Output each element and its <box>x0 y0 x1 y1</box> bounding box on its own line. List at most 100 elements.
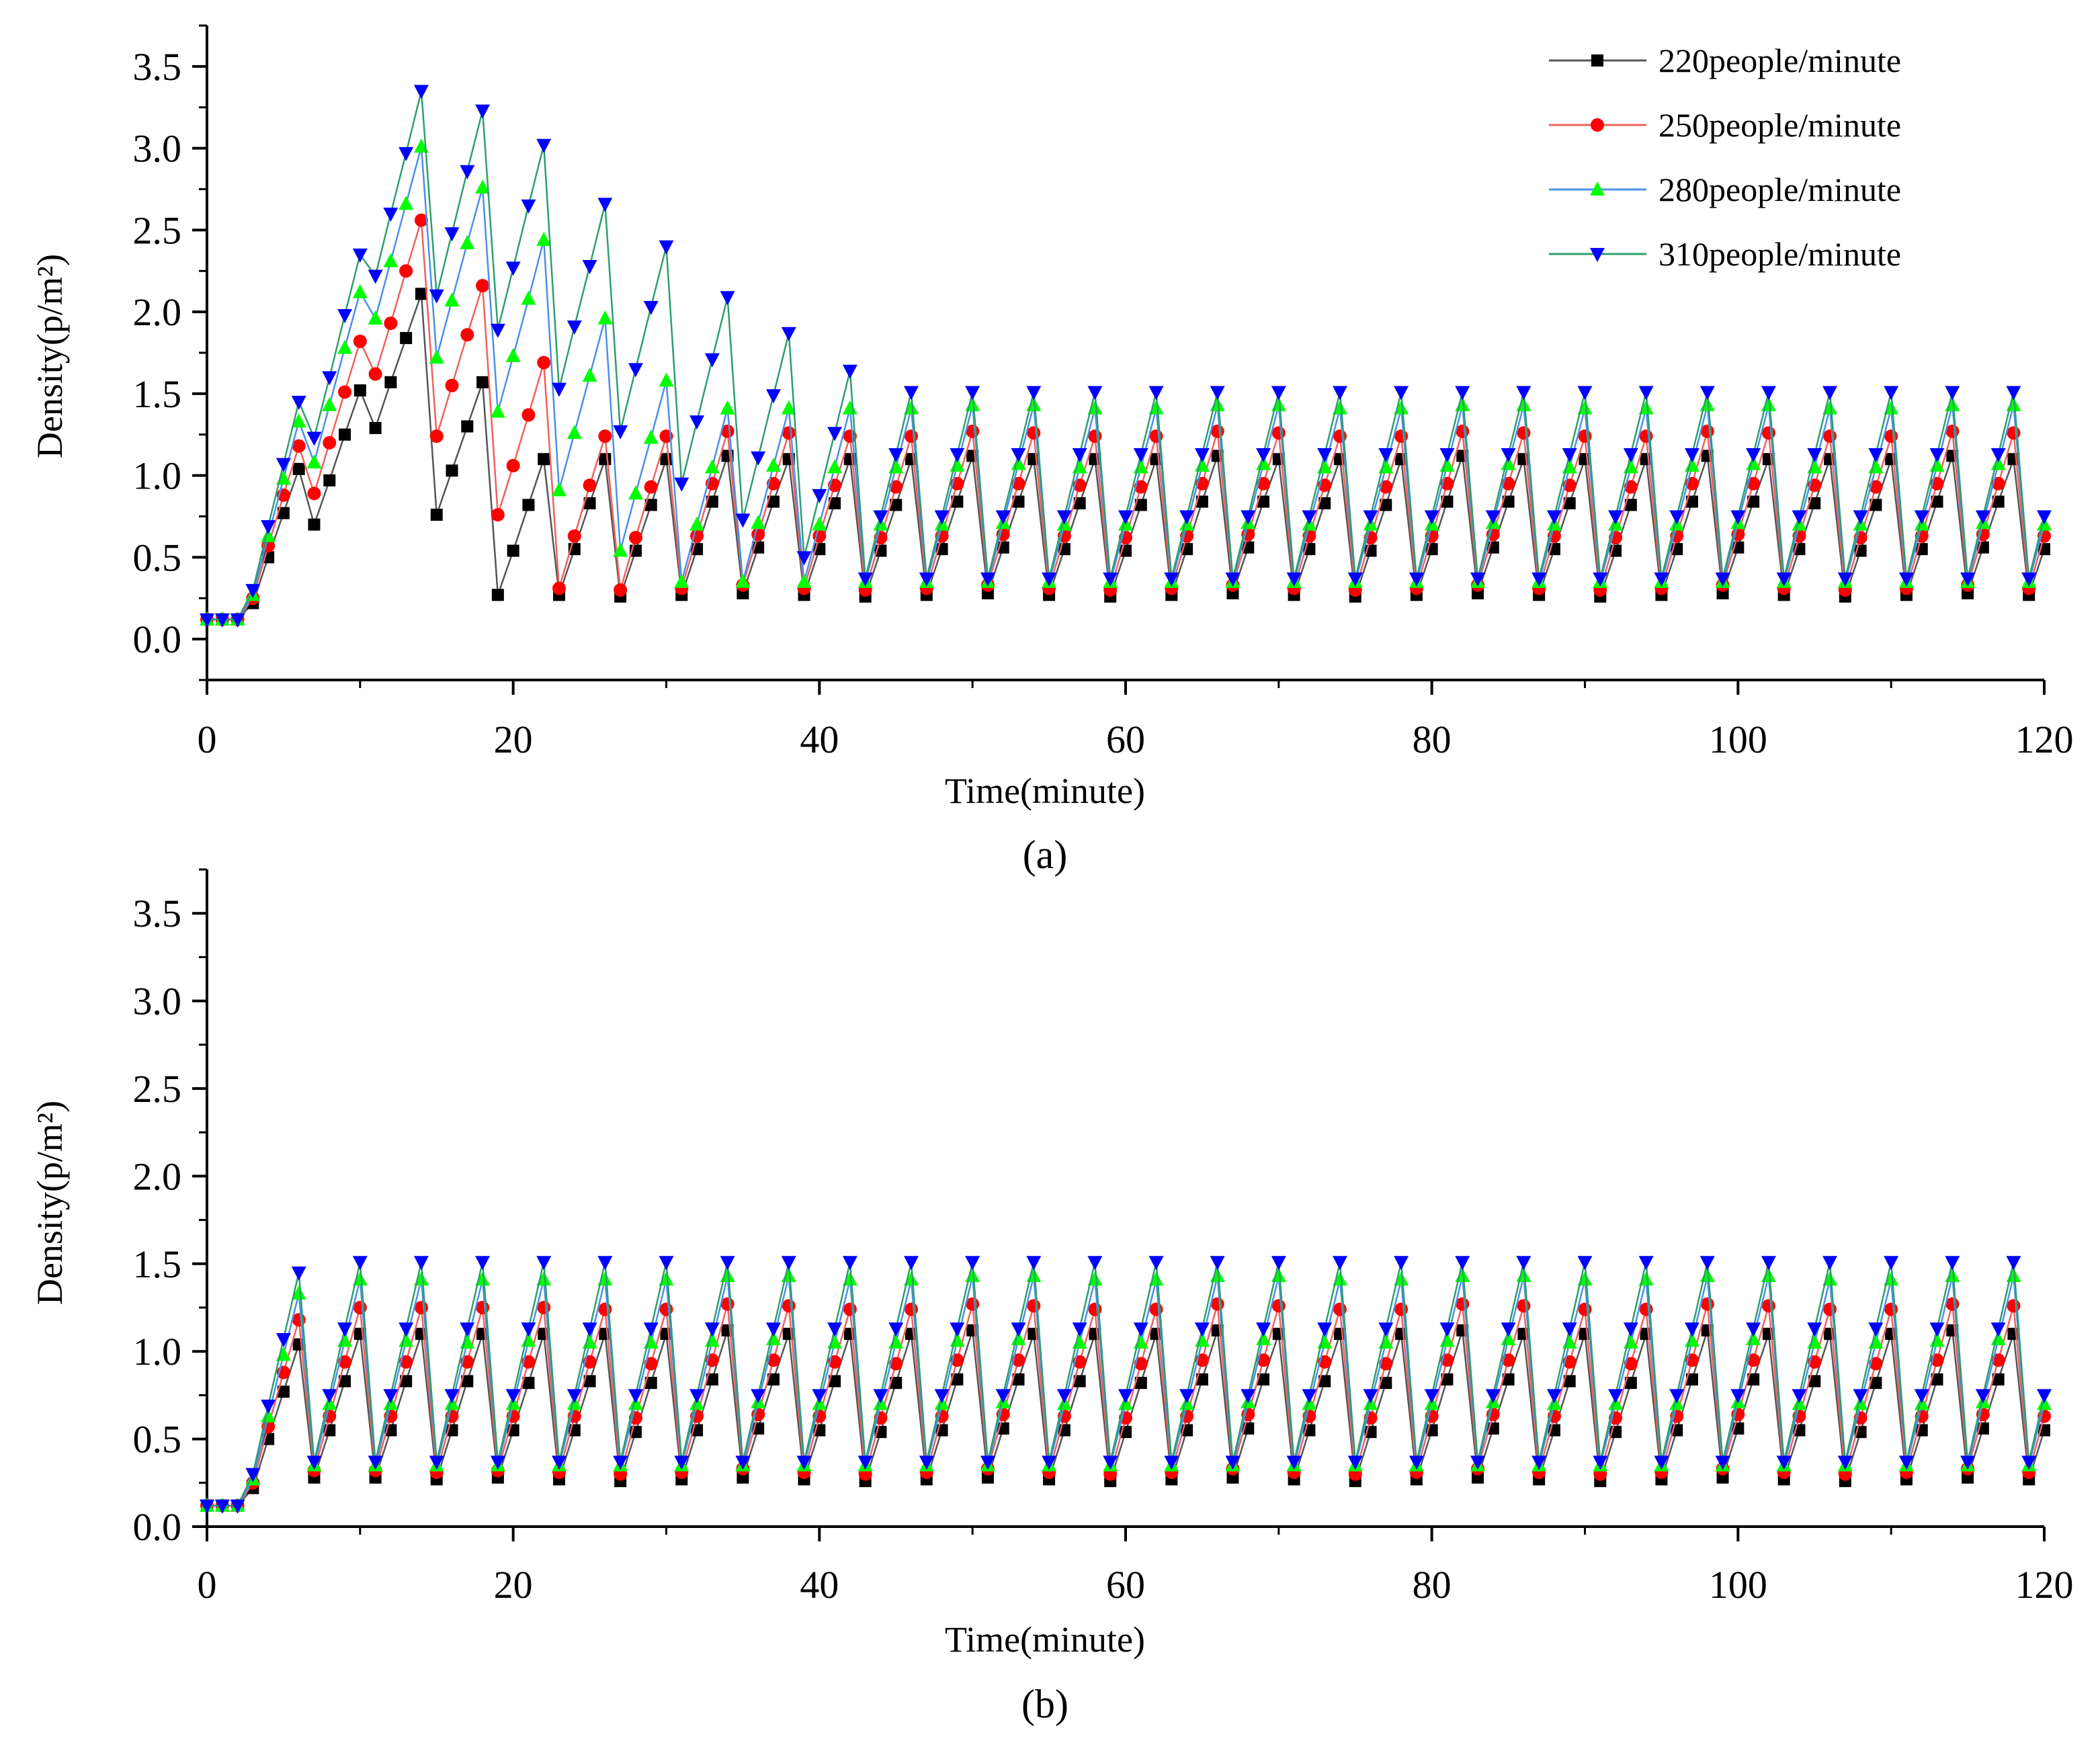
data-point <box>1470 572 1486 587</box>
data-point <box>1302 510 1317 525</box>
data-point <box>613 1455 628 1470</box>
data-point <box>306 431 322 446</box>
legend-item: 310people/minute <box>1549 235 1901 273</box>
data-point <box>904 386 919 400</box>
data-point <box>888 448 904 462</box>
data-point <box>796 1455 812 1470</box>
data-point <box>689 415 705 430</box>
legend-item: 280people/minute <box>1549 171 1901 208</box>
legend-label: 280people/minute <box>1658 171 1901 208</box>
data-point <box>1638 1271 1654 1286</box>
data-point <box>1317 1322 1333 1337</box>
data-point <box>613 425 628 439</box>
data-point <box>1103 572 1118 587</box>
data-point <box>704 353 720 368</box>
data-point <box>1118 1389 1133 1404</box>
data-point <box>597 310 613 325</box>
data-point <box>415 288 427 300</box>
data-point <box>1975 510 1990 525</box>
data-point <box>1257 1373 1270 1386</box>
data-point <box>1210 386 1225 400</box>
data-point <box>1869 1357 1883 1371</box>
data-point <box>505 347 521 362</box>
data-point <box>1195 1373 1208 1386</box>
data-point <box>352 248 368 263</box>
data-point <box>476 279 490 293</box>
y-tick-label: 3.5 <box>133 892 182 935</box>
data-point <box>659 1256 674 1271</box>
data-point <box>1822 1271 1838 1286</box>
data-point <box>1501 448 1516 462</box>
y-tick-label: 1.0 <box>133 1330 182 1373</box>
data-point <box>1241 1389 1256 1404</box>
data-point <box>400 1375 413 1388</box>
data-point <box>597 1271 613 1286</box>
data-point <box>781 327 796 341</box>
data-point <box>889 1357 903 1371</box>
data-point <box>1654 1455 1669 1470</box>
data-point <box>919 572 934 587</box>
y-axis-title: Density(p/m²) <box>30 254 70 458</box>
data-point <box>1134 499 1147 511</box>
y-tick-label: 0.5 <box>133 1418 182 1461</box>
data-point <box>857 1455 873 1470</box>
data-point <box>857 572 873 587</box>
y-tick-label: 1.5 <box>133 1242 182 1286</box>
data-point <box>521 1322 536 1337</box>
data-point <box>980 572 995 587</box>
data-point <box>1027 1299 1041 1313</box>
data-point <box>582 368 597 382</box>
data-point <box>292 439 306 453</box>
series-310people/minute <box>200 1256 2052 1514</box>
data-point <box>890 499 902 511</box>
data-point <box>1441 1373 1454 1386</box>
data-point <box>1455 1256 1470 1271</box>
data-point <box>796 573 812 588</box>
data-point <box>1562 448 1577 462</box>
data-point <box>659 240 674 255</box>
data-point <box>1194 448 1210 462</box>
data-point <box>1747 476 1761 491</box>
data-point <box>368 310 383 325</box>
data-point <box>383 1389 398 1404</box>
data-point <box>720 291 735 306</box>
data-point <box>200 613 214 628</box>
data-point <box>704 459 720 474</box>
data-point <box>429 1455 444 1470</box>
data-point <box>1853 1389 1868 1404</box>
data-point <box>781 1256 796 1271</box>
data-point <box>1072 1322 1087 1337</box>
data-point <box>1257 1353 1271 1367</box>
data-point <box>796 551 812 566</box>
data-point <box>1914 1389 1929 1404</box>
data-point <box>277 1386 290 1398</box>
data-point <box>384 316 398 331</box>
data-point <box>735 1455 751 1470</box>
data-point <box>1087 386 1103 400</box>
data-point <box>582 259 597 274</box>
data-point <box>1591 54 1603 67</box>
x-axis-title: Time(minute) <box>945 1619 1145 1660</box>
data-point <box>1623 1322 1638 1337</box>
data-point <box>1837 572 1853 587</box>
data-point <box>1271 1256 1286 1271</box>
data-point <box>873 1389 888 1404</box>
data-point <box>339 428 351 441</box>
data-point <box>659 1271 674 1286</box>
data-point <box>1424 1389 1439 1404</box>
data-point <box>1992 495 2005 508</box>
data-point <box>261 520 276 535</box>
data-point <box>429 289 444 304</box>
y-axis-title: Density(p/m²) <box>30 1101 70 1305</box>
data-point <box>1638 400 1654 415</box>
data-point <box>1562 1322 1577 1337</box>
data-point <box>1056 1389 1072 1404</box>
data-point <box>1684 1322 1699 1337</box>
data-point <box>1868 448 1884 462</box>
data-point <box>1042 1455 1057 1470</box>
data-point <box>1317 448 1333 462</box>
data-point <box>353 334 367 348</box>
data-point <box>1669 1389 1685 1404</box>
data-point <box>628 363 643 378</box>
data-point <box>1822 400 1838 415</box>
